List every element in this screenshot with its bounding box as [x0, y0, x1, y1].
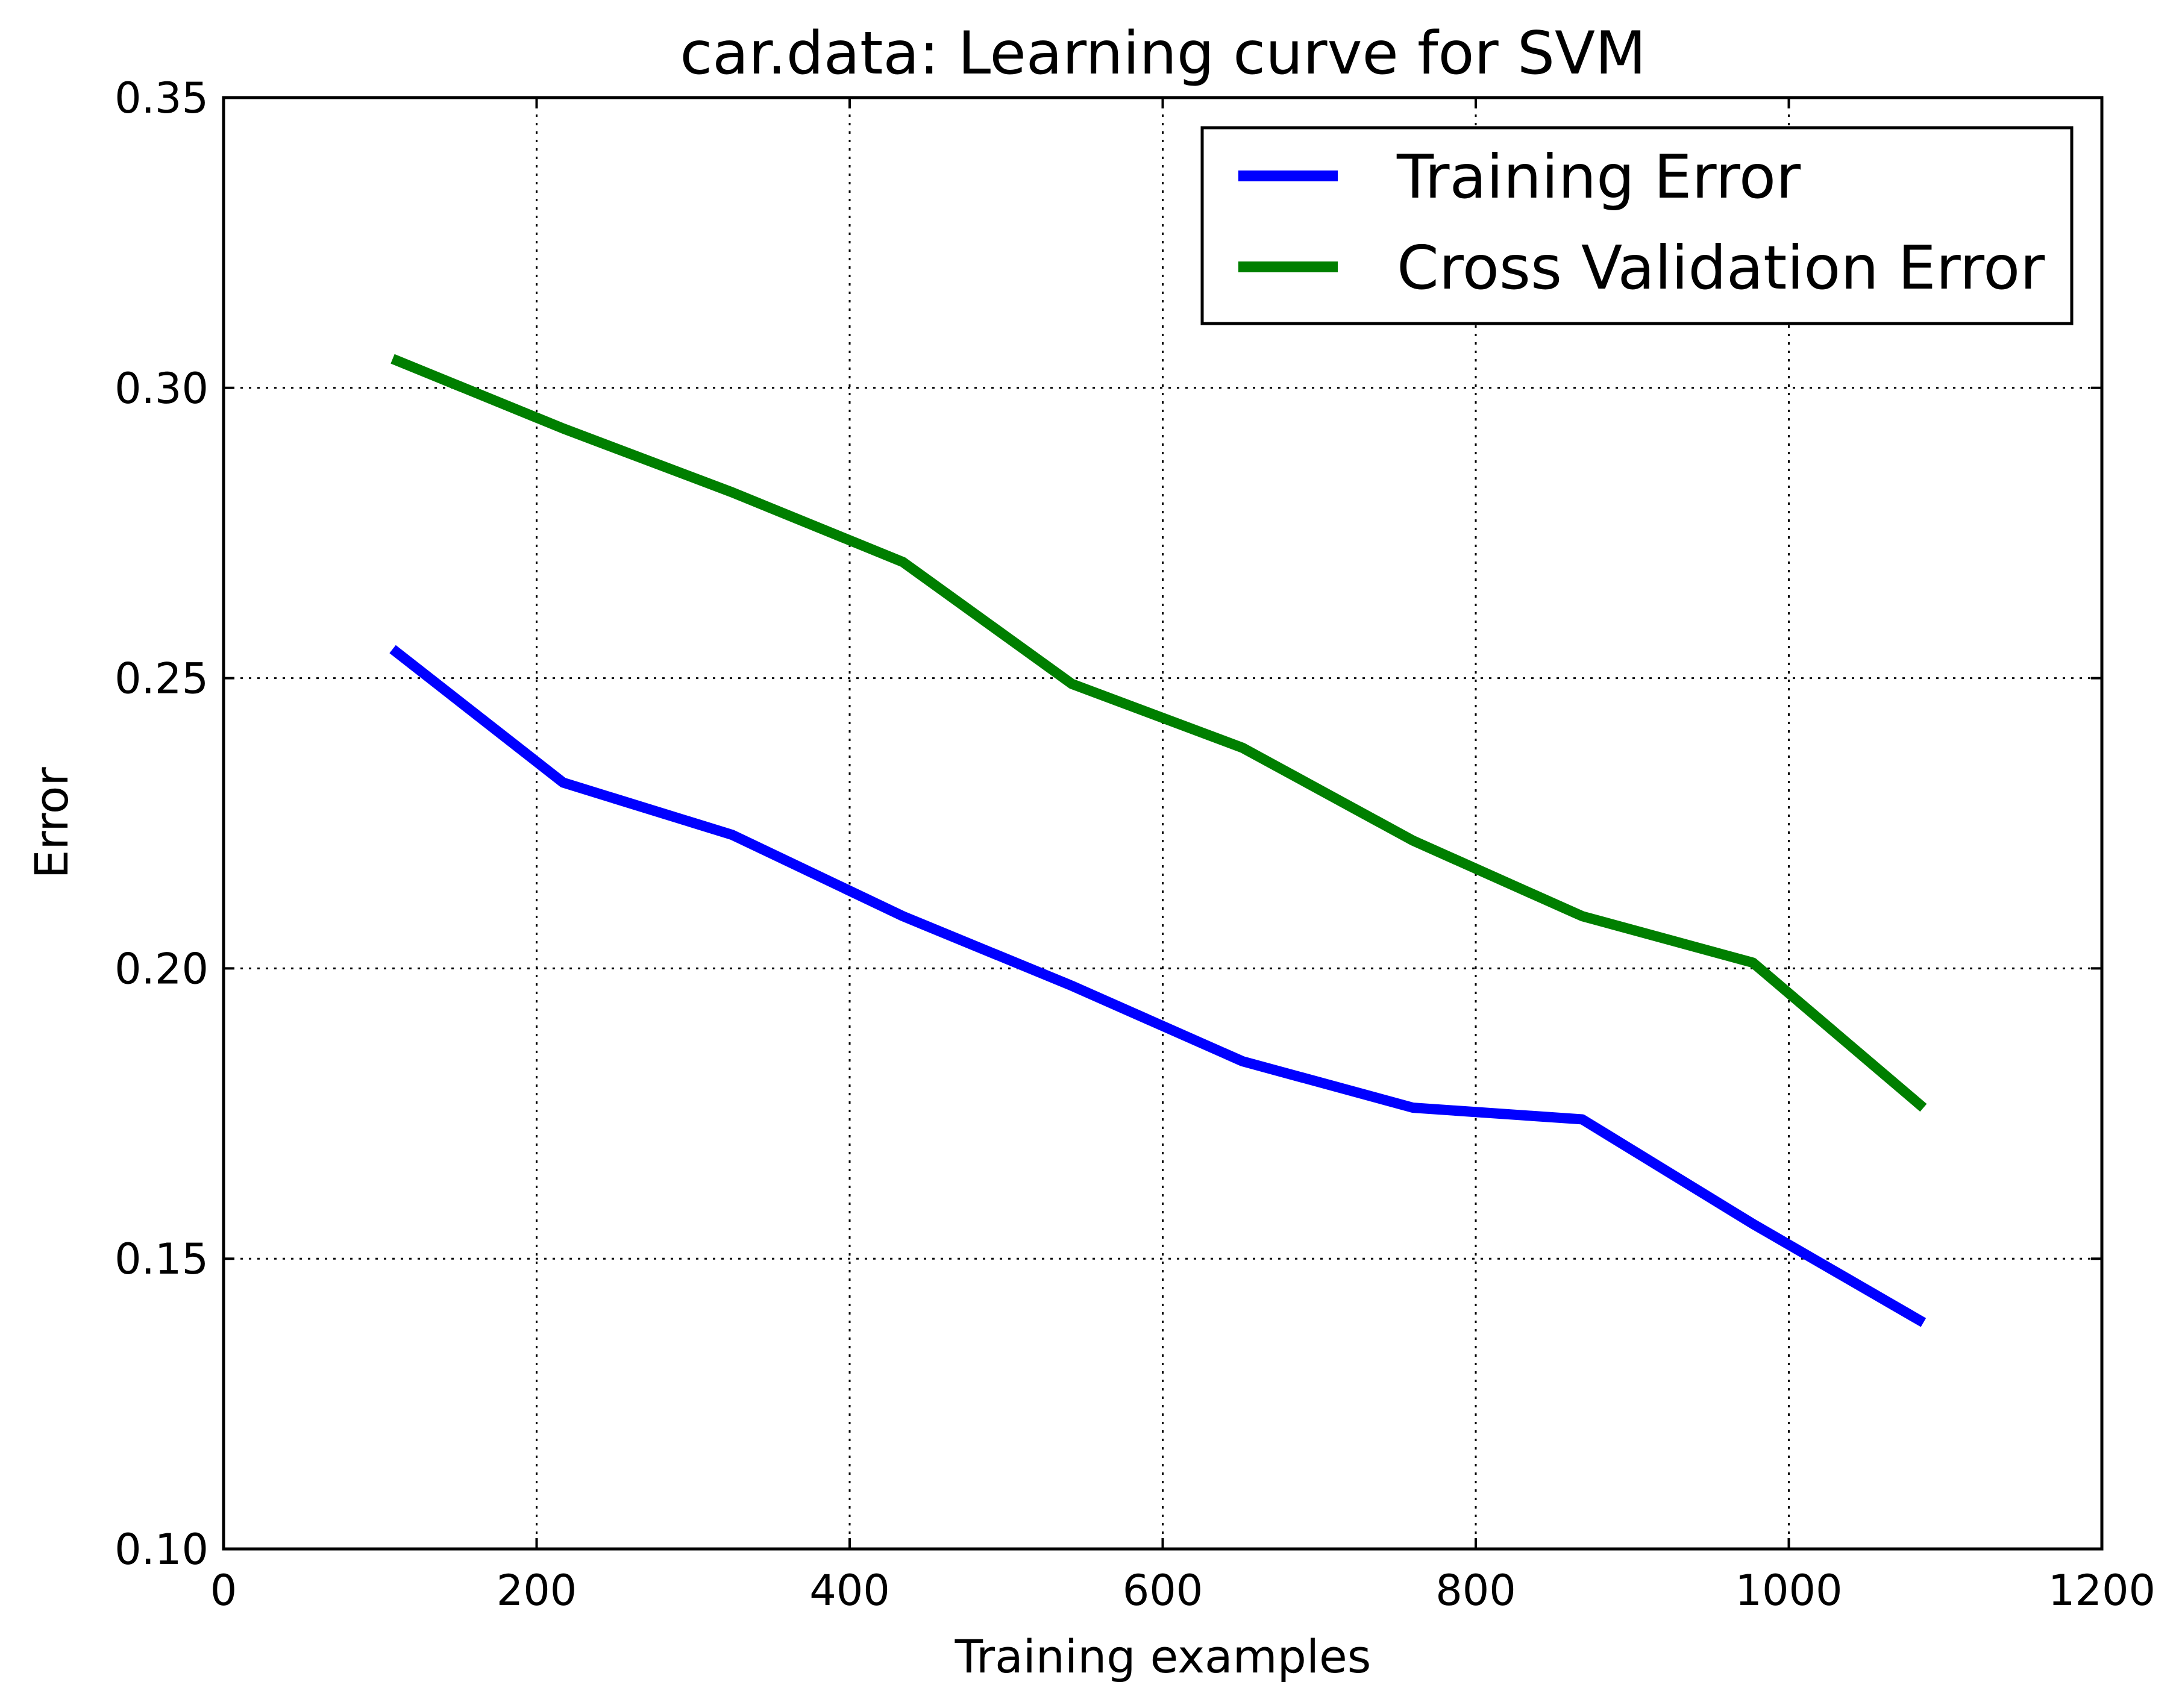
legend: Training Error Cross Validation Error	[1200, 126, 2074, 325]
y-tick-label: 0.25	[114, 654, 208, 704]
y-tick-label: 0.10	[114, 1525, 208, 1574]
y-tick-label: 0.15	[114, 1234, 208, 1284]
legend-label-cross-validation-error: Cross Validation Error	[1397, 233, 2045, 303]
series-line-cross-validation-error	[390, 354, 1927, 1112]
legend-frame	[1200, 126, 2074, 325]
y-tick-label: 0.20	[114, 944, 208, 993]
legend-label-training-error: Training Error	[1396, 142, 1801, 212]
x-axis-label: Training examples	[955, 1630, 1372, 1683]
x-tick-label: 0	[210, 1566, 237, 1615]
chart-title: car.data: Learning curve for SVM	[680, 19, 1646, 88]
y-tick-label: 0.30	[114, 364, 208, 413]
y-tick-labels: 0.10 0.15 0.20 0.25 0.30 0.35	[114, 74, 208, 1574]
x-tick-label: 200	[497, 1566, 577, 1615]
plot-frame	[222, 96, 2104, 1551]
x-tick-label: 600	[1123, 1566, 1203, 1615]
grid-lines	[224, 98, 2102, 1549]
x-tick-labels: 0 200 400 600 800 1000 1200	[210, 1566, 2155, 1615]
y-axis-label: Error	[25, 767, 78, 879]
x-tick-label: 1200	[2048, 1566, 2155, 1615]
x-tick-label: 800	[1435, 1566, 1516, 1615]
x-tick-label: 1000	[1735, 1566, 1842, 1615]
x-tick-label: 400	[809, 1566, 890, 1615]
y-tick-label: 0.35	[114, 74, 208, 123]
series-line-training-error	[389, 645, 1927, 1327]
series-lines	[389, 354, 1927, 1327]
